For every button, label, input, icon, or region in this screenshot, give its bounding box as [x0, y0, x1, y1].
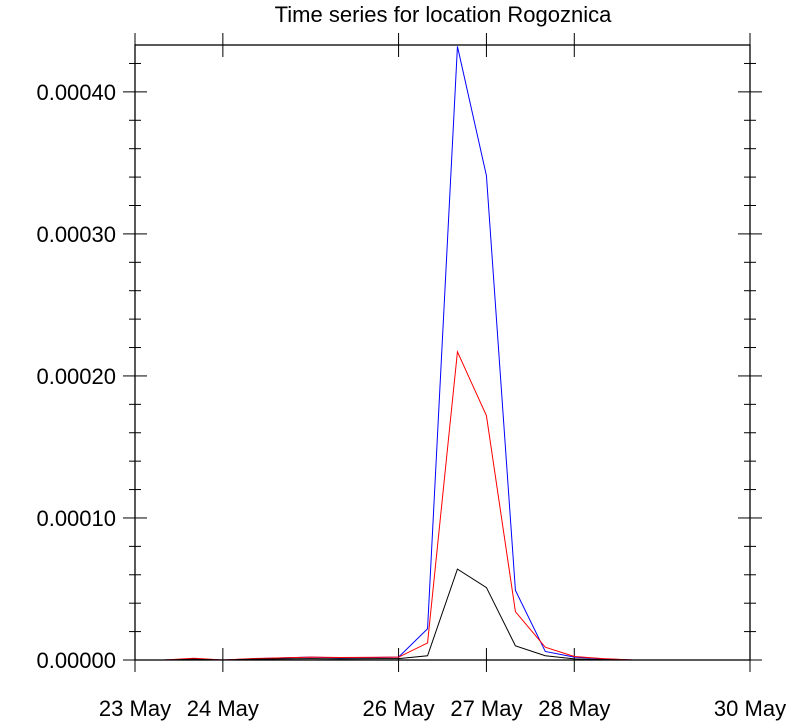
- x-tick-label: 30 May: [714, 696, 786, 721]
- y-tick-label: 0.00030: [36, 222, 116, 247]
- plot-border: [134, 44, 751, 661]
- y-tick-label: 0.00010: [36, 506, 116, 531]
- x-axis-ticks: 23 May 24 May 26 May 27 May 28 May 30 May: [99, 33, 786, 721]
- series-line: [135, 46, 750, 661]
- plot-frame: [134, 44, 751, 661]
- x-tick-label: 26 May: [362, 696, 434, 721]
- y-tick-label: 0.00000: [36, 648, 116, 673]
- x-tick-label: 27 May: [450, 696, 522, 721]
- x-tick-label: 28 May: [538, 696, 610, 721]
- series-line: [135, 568, 750, 661]
- x-tick-label: 24 May: [187, 696, 259, 721]
- y-axis-ticks: 0.00000 0.00010 0.00020 0.00030 0.00040: [36, 62, 762, 673]
- x-tick-label: 23 May: [99, 696, 171, 721]
- series-lines: [135, 46, 750, 661]
- y-tick-label: 0.00040: [36, 80, 116, 105]
- chart-title: Time series for location Rogoznica: [275, 2, 612, 27]
- y-tick-label: 0.00020: [36, 364, 116, 389]
